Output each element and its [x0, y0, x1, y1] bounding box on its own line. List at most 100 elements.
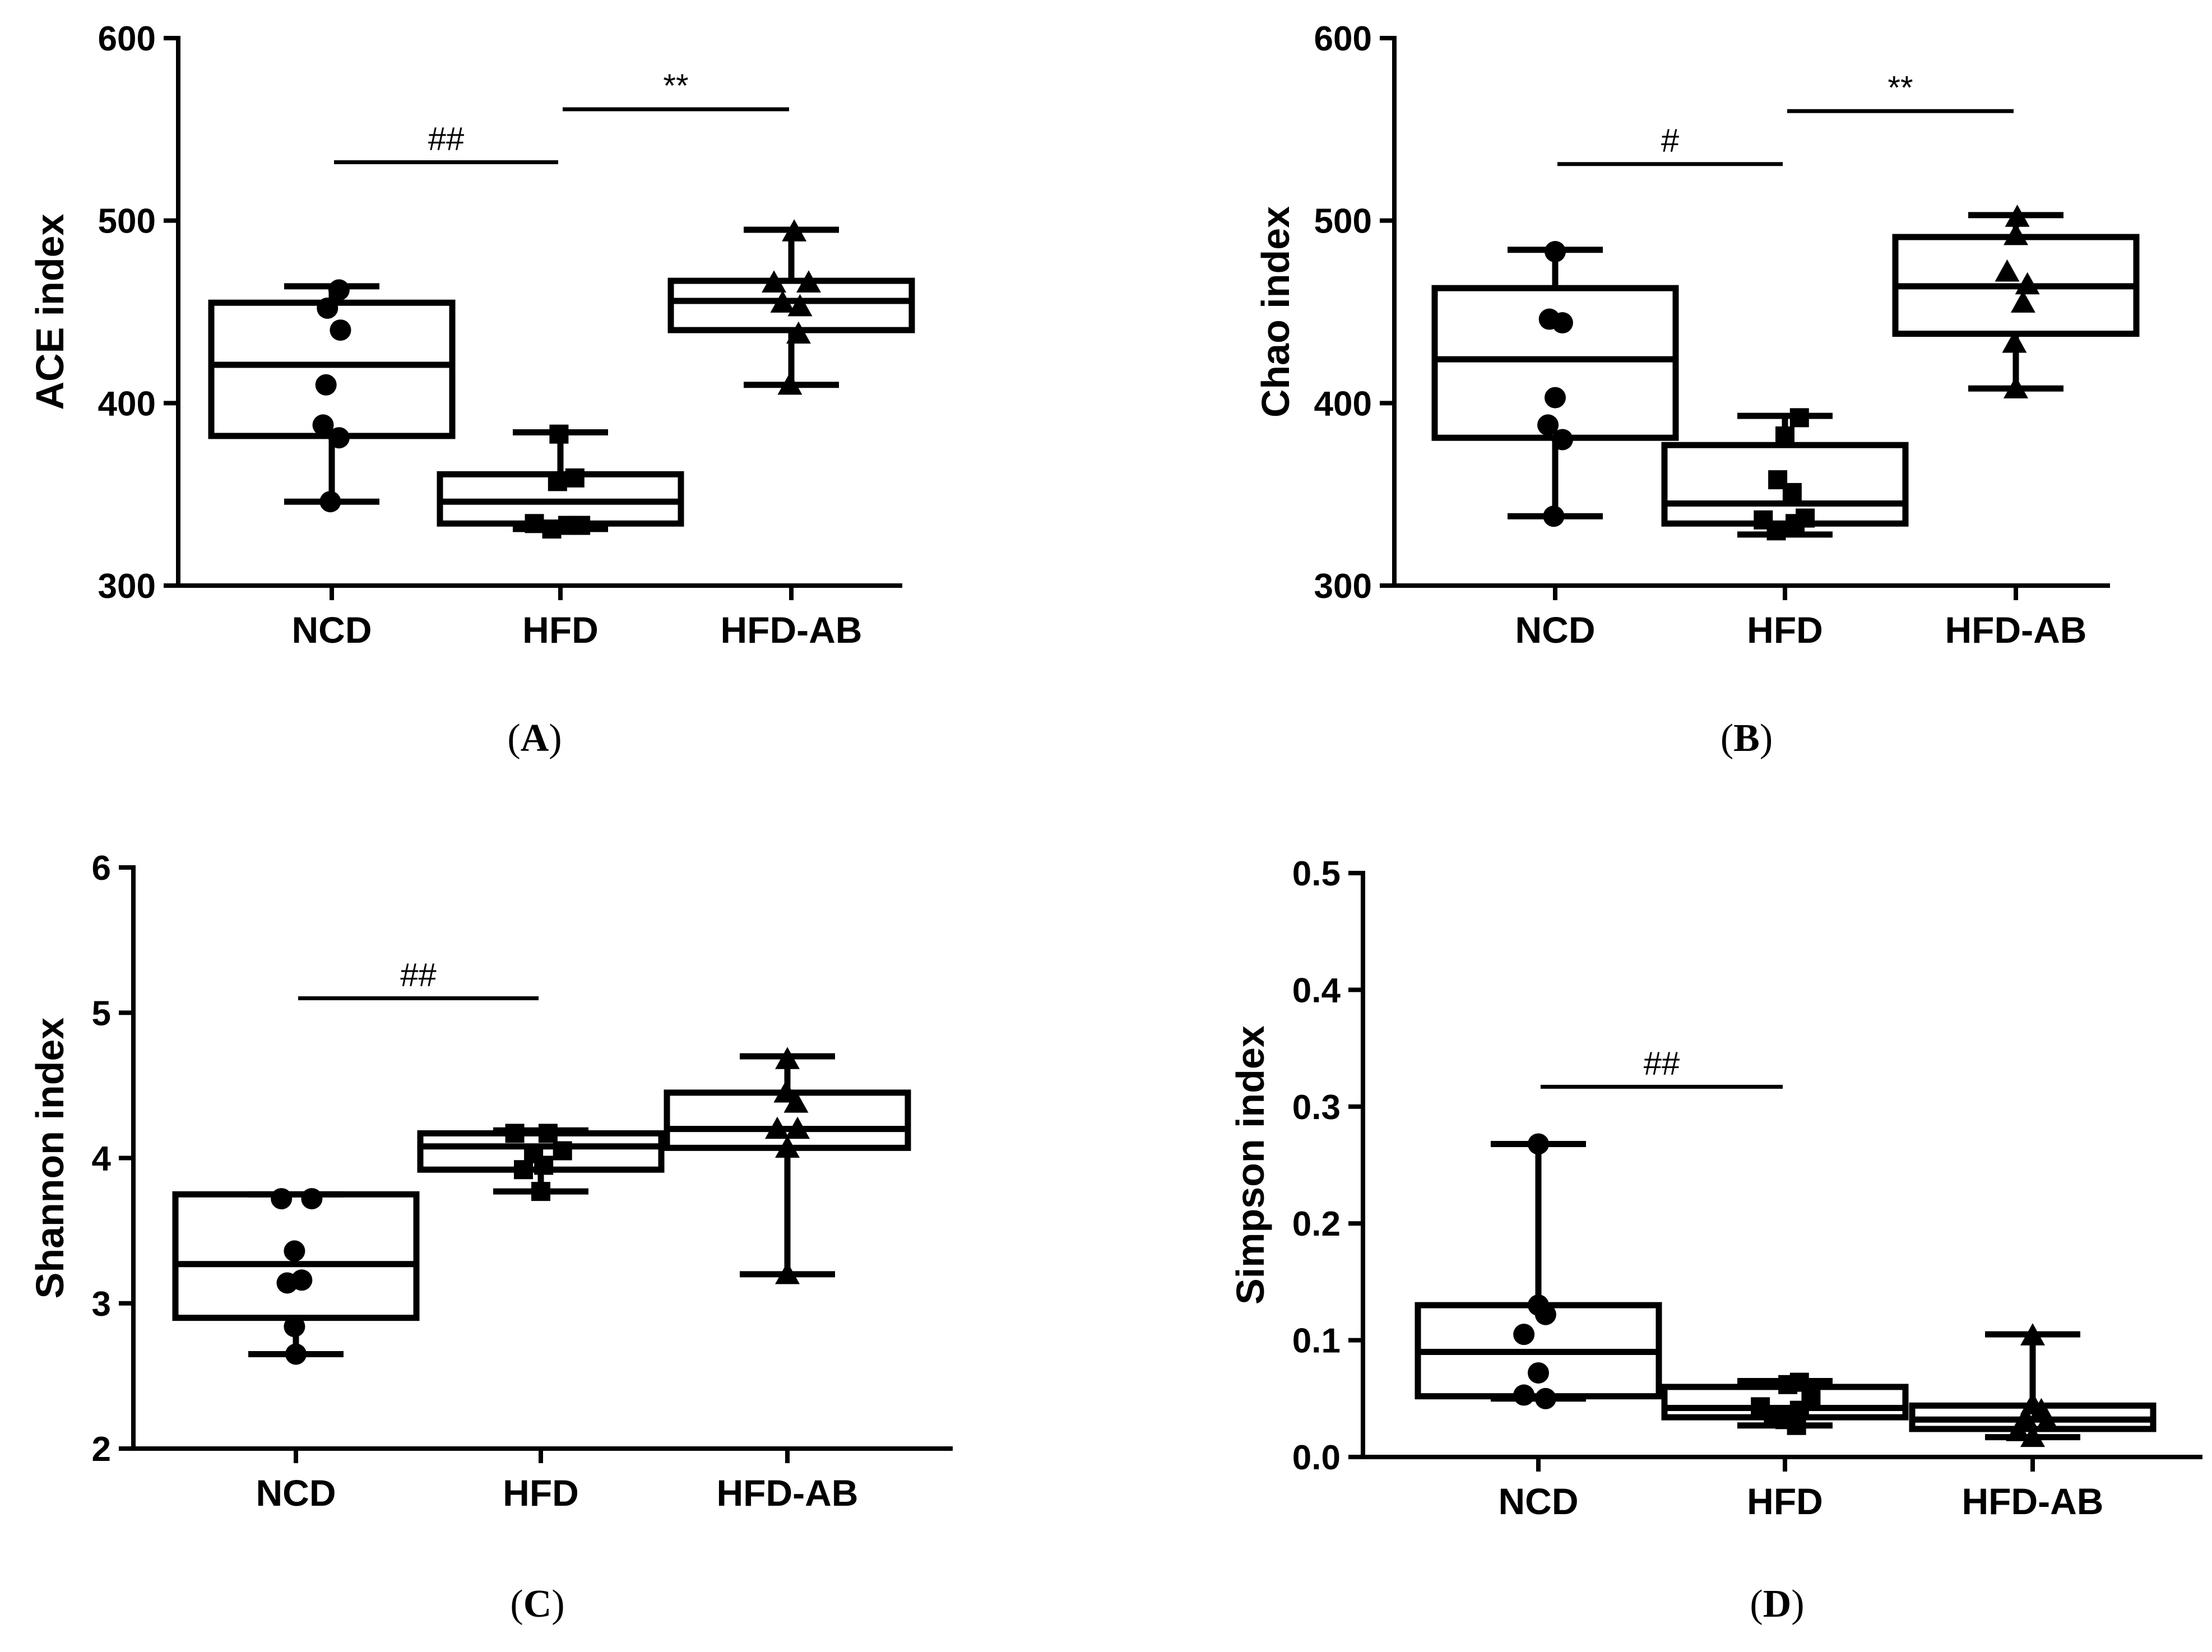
data-point-circle	[1513, 1384, 1535, 1406]
x-tick-label: HFD	[1747, 609, 1823, 651]
data-point-circle	[1528, 1133, 1549, 1155]
data-point-triangle	[2002, 330, 2027, 353]
panel-label: (A)	[507, 717, 562, 760]
data-point-circle	[1551, 429, 1573, 451]
data-point-square	[538, 1124, 558, 1143]
box-iqr	[208, 299, 456, 439]
x-tick-label: NCD	[1499, 1481, 1579, 1522]
box-group-hfd	[1661, 408, 1909, 541]
box-group-hfd	[437, 424, 684, 539]
panel-b: 300 400 500 600 NCD HFD HFD-AB Chao index # ** (B)	[1254, 20, 2140, 760]
y-tick-label: 0.4	[1292, 971, 1341, 1010]
data-point-circle	[315, 374, 337, 396]
box-group-hfd-ab	[1909, 1323, 2157, 1447]
data-point-triangle	[1995, 259, 2020, 282]
data-point-square	[534, 1156, 554, 1175]
significance-label: ##	[1644, 1045, 1680, 1082]
data-point-square	[514, 1160, 534, 1180]
data-point-circle	[328, 427, 350, 449]
data-point-square	[548, 472, 567, 491]
y-axis-title: ACE index	[28, 214, 72, 410]
y-tick-label: 0.5	[1292, 855, 1341, 893]
data-point-circle	[1528, 1362, 1549, 1384]
y-tick-label: 0.3	[1292, 1088, 1341, 1127]
data-point-triangle	[2010, 290, 2035, 313]
data-point-circle	[330, 319, 351, 341]
x-tick-label: HFD-AB	[1945, 609, 2087, 651]
data-point-circle	[1543, 505, 1565, 527]
y-tick-label: 600	[1314, 20, 1372, 58]
panel-label: (B)	[1721, 717, 1773, 760]
data-point-circle	[312, 414, 334, 436]
data-point-triangle	[787, 294, 813, 317]
x-tick-label: HFD-AB	[717, 1472, 859, 1514]
data-point-triangle	[770, 290, 795, 313]
data-point-square	[1789, 1372, 1809, 1392]
y-axis-title: Shannon index	[28, 1018, 72, 1299]
box-group-ncd	[208, 279, 456, 513]
data-point-square	[553, 1141, 572, 1161]
data-point-circle	[1513, 1324, 1535, 1345]
x-tick-label: HFD	[1747, 1481, 1823, 1522]
data-point-square	[1782, 482, 1802, 502]
y-tick-label: 500	[1314, 202, 1372, 241]
significance-label: **	[1888, 69, 1913, 106]
y-tick-label: 4	[92, 1140, 112, 1178]
panel-c: 2 3 4 5 6 NCD HFD HFD-AB Shannon index ## (C)	[28, 849, 953, 1626]
x-tick-label: HFD	[522, 609, 599, 651]
data-point-circle	[301, 1188, 323, 1210]
data-point-square	[525, 514, 544, 533]
data-point-circle	[1537, 414, 1559, 436]
data-point-triangle	[2004, 376, 2028, 398]
data-point-triangle	[782, 219, 807, 242]
box-group-hfd-ab	[664, 1047, 911, 1284]
data-point-square	[1766, 521, 1786, 541]
data-point-triangle	[2015, 272, 2040, 295]
data-point-triangle	[786, 321, 811, 344]
significance-label: #	[1661, 123, 1679, 159]
data-point-triangle	[777, 372, 803, 395]
data-point-circle	[271, 1188, 293, 1210]
y-axis-title: Chao index	[1254, 206, 1297, 417]
box-group-hfd	[417, 1124, 665, 1201]
y-tick-label: 0.0	[1292, 1438, 1341, 1477]
data-point-circle	[284, 1316, 305, 1338]
y-tick-label: 300	[98, 567, 156, 606]
panel-a: 300 400 500 600 NCD HFD HFD-AB ACE index ## ** (A)	[28, 20, 915, 760]
y-tick-label: 0.2	[1292, 1205, 1341, 1243]
data-point-triangle	[2020, 1392, 2045, 1414]
y-tick-label: 5	[92, 994, 111, 1033]
data-point-square	[549, 424, 569, 444]
data-point-triangle	[762, 270, 787, 293]
data-point-square	[1801, 1389, 1821, 1408]
data-point-triangle	[2006, 1419, 2031, 1441]
x-tick-label: NCD	[256, 1472, 336, 1514]
data-point-circle	[1551, 312, 1573, 334]
data-point-triangle	[2020, 1424, 2045, 1447]
x-tick-label: HFD	[503, 1472, 579, 1514]
data-point-circle	[285, 1343, 307, 1365]
box-group-hfd-ab	[667, 219, 915, 395]
x-tick-label: NCD	[292, 609, 372, 651]
significance-label: **	[663, 68, 688, 104]
y-tick-label: 600	[98, 20, 156, 58]
box-group-hfd-ab	[1892, 205, 2140, 398]
data-point-triangle	[2005, 205, 2030, 227]
data-point-triangle	[2004, 222, 2028, 245]
y-tick-label: 300	[1314, 567, 1372, 606]
data-point-square	[1796, 508, 1815, 528]
data-point-circle	[1545, 387, 1566, 409]
data-point-triangle	[796, 270, 821, 293]
box-group-hfd	[1661, 1372, 1909, 1435]
box-group-ncd	[1415, 1133, 1662, 1409]
data-point-square	[531, 1182, 550, 1201]
panel-label: (C)	[510, 1583, 564, 1626]
data-point-triangle	[2034, 1409, 2060, 1432]
data-point-triangle	[775, 1261, 800, 1284]
data-point-triangle	[775, 1047, 800, 1069]
y-tick-label: 400	[1314, 384, 1372, 423]
data-point-circle	[284, 1240, 305, 1262]
data-point-triangle	[773, 1080, 799, 1103]
significance-label: ##	[428, 120, 465, 157]
data-point-square	[505, 1124, 525, 1143]
